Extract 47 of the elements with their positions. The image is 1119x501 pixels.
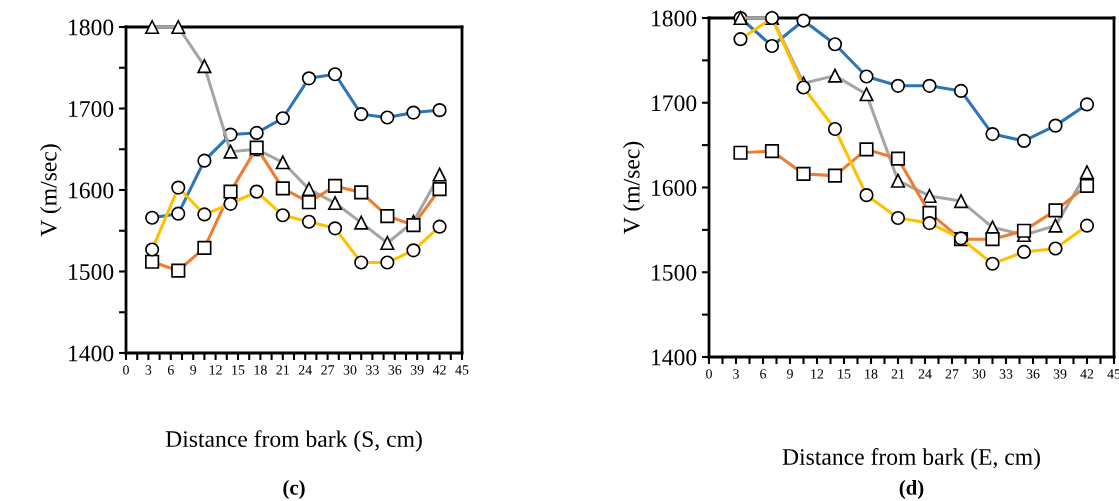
x-tick-label: 0 [706, 369, 712, 379]
x-tick-label: 12 [209, 365, 222, 375]
x-tick-label: 3 [733, 369, 739, 379]
x-tick-label: 15 [838, 369, 851, 379]
x-tick-label: 30 [343, 365, 357, 375]
x-tick-label: 9 [190, 365, 197, 375]
x-tick-label: 24 [918, 369, 932, 379]
x-tick-label: 33 [999, 369, 1013, 379]
x-tick-label: 6 [760, 369, 767, 379]
y-tick-label: 1600 [652, 179, 697, 196]
x-tick-label: 24 [298, 365, 312, 375]
y-tick-label: 1500 [652, 264, 697, 281]
x-tick-label: 6 [167, 365, 174, 375]
x-tick-label: 30 [972, 369, 986, 379]
y-tick-label: 1400 [69, 345, 114, 362]
y-axis-title: V (m/sec) [623, 141, 645, 234]
x-tick-label: 15 [232, 365, 245, 375]
text: (d) [899, 480, 924, 499]
x-tick-label: 27 [321, 365, 335, 375]
x-axis-title: Distance from bark (E, cm) [782, 448, 1040, 470]
x-tick-label: 45 [455, 365, 469, 375]
x-tick-label: 36 [388, 365, 402, 375]
y-tick-label: 1800 [69, 19, 114, 36]
x-tick-label: 18 [865, 369, 878, 379]
x-tick-label: 12 [811, 369, 824, 379]
x-tick-label: 3 [145, 365, 152, 375]
y-axis-title: V (m/sec) [40, 144, 62, 237]
x-tick-label: 18 [254, 365, 267, 375]
y-tick-label: 1600 [69, 182, 114, 199]
x-tick-label: 21 [276, 365, 289, 375]
y-tick-label: 1500 [69, 263, 114, 280]
x-tick-label: 42 [1080, 369, 1094, 379]
x-tick-label: 33 [366, 365, 379, 375]
x-axis-title: Distance from bark (S, cm) [165, 430, 422, 452]
x-tick-label: 21 [891, 369, 905, 379]
x-tick-label: 0 [123, 365, 129, 375]
x-tick-label: 39 [1053, 369, 1067, 379]
x-tick-label: 42 [432, 365, 446, 375]
y-tick-label: 1800 [652, 10, 697, 27]
y-tick-label: 1700 [652, 95, 697, 112]
x-tick-label: 27 [945, 369, 959, 379]
text: (c) [283, 480, 305, 499]
y-tick-label: 1700 [69, 100, 114, 117]
x-tick-label: 36 [1026, 369, 1040, 379]
x-tick-label: 9 [786, 369, 793, 379]
x-tick-label: 39 [410, 365, 424, 375]
y-tick-label: 1400 [652, 349, 697, 366]
